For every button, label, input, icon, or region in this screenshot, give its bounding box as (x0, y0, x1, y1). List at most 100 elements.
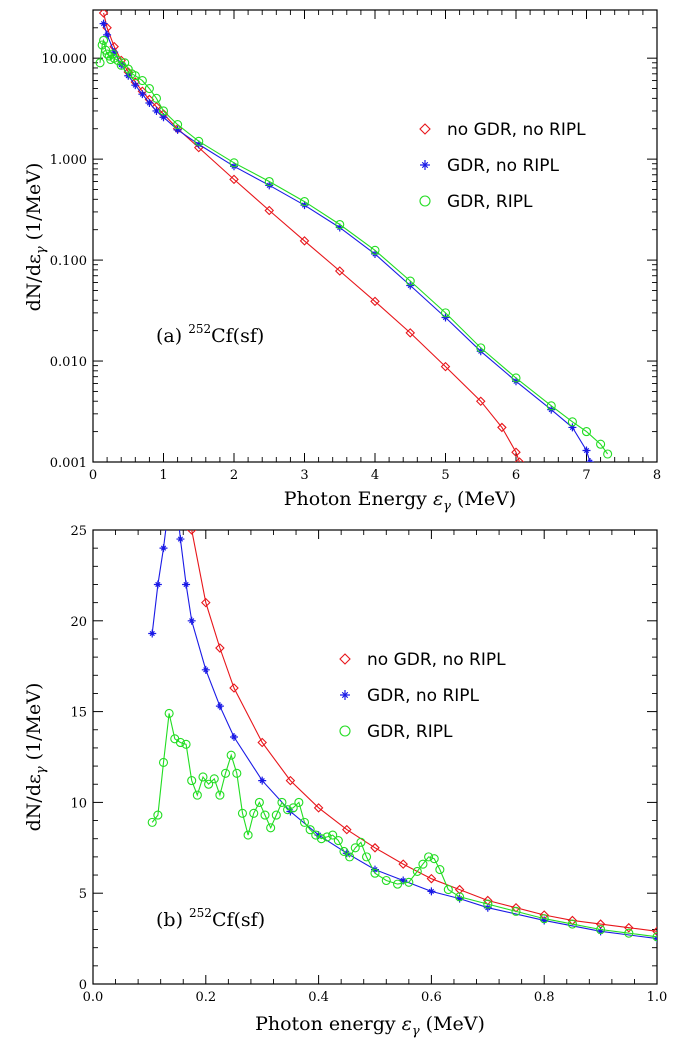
data-point (404, 877, 414, 887)
data-point (215, 702, 224, 711)
series-line (151, 713, 657, 938)
data-point (145, 98, 154, 107)
legend-a: no GDR, no RIPL GDR, no RIPL GDR, RIPL (419, 120, 586, 212)
legend-marker (339, 725, 351, 737)
data-point (186, 530, 197, 535)
data-point (147, 817, 157, 827)
data-point (370, 843, 380, 853)
data-point (159, 113, 168, 122)
data-point (171, 481, 179, 489)
legend-marker (339, 653, 351, 665)
data-point (201, 597, 211, 608)
data-point (454, 884, 465, 895)
data-point (152, 106, 161, 115)
data-point (440, 361, 451, 372)
x-tick-label: 0 (89, 468, 97, 483)
data-point (393, 879, 403, 889)
legend-label: GDR, no RIPL (447, 156, 560, 176)
data-point (158, 757, 169, 767)
legend-item: GDR, no RIPL (420, 156, 560, 176)
legend-label: no GDR, no RIPL (367, 650, 506, 670)
x-axis-label-b: Photon energy εγ (MeV) (255, 1013, 485, 1039)
data-point (187, 616, 196, 625)
data-point (181, 739, 191, 749)
y-tick-label: 10 (70, 796, 87, 811)
data-point (342, 824, 352, 835)
panel-a: 0 1 2 3 4 5 6 7 8 0.001 0.010 0.100 1.000 10.000 Pho… (23, 9, 661, 514)
data-point (226, 750, 236, 760)
data-point (192, 790, 202, 800)
data-point (586, 458, 595, 462)
y-tick-label: 20 (70, 615, 87, 630)
data-point (305, 825, 315, 835)
series-line (103, 12, 521, 462)
data-point (103, 30, 112, 39)
x-tick-label: 0.8 (534, 990, 555, 1005)
data-point (95, 58, 105, 68)
data-point (299, 817, 310, 827)
legend-label: no GDR, no RIPL (447, 120, 586, 140)
panel-b: 0.0 0.2 0.4 0.6 0.8 1.0 0 5 10 15 20 25 Photon ene… (23, 481, 668, 1039)
data-point (249, 808, 259, 818)
series-1 (98, 10, 525, 462)
data-point (209, 774, 219, 784)
data-point (398, 859, 408, 869)
x-tick-labels-b: 0.0 0.2 0.4 0.6 0.8 1.0 (83, 990, 668, 1005)
data-point (582, 446, 591, 455)
y-tick-label: 10.000 (42, 52, 88, 67)
legend-marker (419, 195, 431, 207)
series-a (95, 10, 613, 462)
data-point (596, 927, 605, 936)
legend-marker (420, 160, 430, 170)
data-point (148, 629, 157, 638)
series-line (103, 23, 591, 462)
data-point (652, 926, 657, 937)
data-point (603, 449, 613, 459)
legend-item: GDR, RIPL (419, 192, 533, 212)
data-point (342, 849, 351, 858)
data-point (99, 19, 108, 28)
data-point (215, 643, 225, 653)
data-point (405, 276, 415, 286)
data-point (370, 868, 380, 878)
data-point (405, 328, 416, 338)
data-point (130, 71, 140, 81)
data-point (220, 768, 231, 778)
legend-label: GDR, RIPL (367, 722, 453, 742)
data-point (476, 347, 485, 356)
data-point (426, 873, 437, 884)
x-tick-label: 7 (582, 468, 590, 483)
data-point (173, 125, 182, 134)
data-point (194, 136, 204, 146)
data-point (164, 708, 174, 718)
data-point (350, 843, 360, 853)
data-point (215, 790, 225, 800)
data-point (299, 236, 310, 246)
x-tick-label: 2 (230, 468, 238, 483)
x-tick-label: 1.0 (647, 990, 668, 1005)
y-tick-labels-a: 0.001 0.010 0.100 1.000 10.000 (42, 52, 88, 471)
data-point (229, 174, 239, 185)
data-point (201, 665, 210, 674)
x-tick-label: 0.0 (83, 990, 104, 1005)
data-point (229, 683, 239, 693)
data-point (624, 922, 634, 933)
data-point (173, 120, 183, 130)
data-point (285, 775, 296, 786)
data-point (361, 852, 372, 862)
x-tick-label: 5 (441, 468, 449, 483)
data-point (653, 934, 657, 943)
x-tick-label: 3 (300, 468, 308, 483)
data-point (288, 803, 298, 813)
data-point (424, 852, 434, 862)
data-point (567, 919, 577, 929)
data-point (165, 499, 173, 507)
series-line (151, 530, 657, 940)
x-tick-label: 0.6 (421, 990, 442, 1005)
data-point (204, 779, 214, 789)
y-tick-label: 0.001 (50, 456, 87, 471)
data-point (98, 10, 109, 18)
data-point (271, 810, 281, 820)
data-point (370, 245, 380, 255)
